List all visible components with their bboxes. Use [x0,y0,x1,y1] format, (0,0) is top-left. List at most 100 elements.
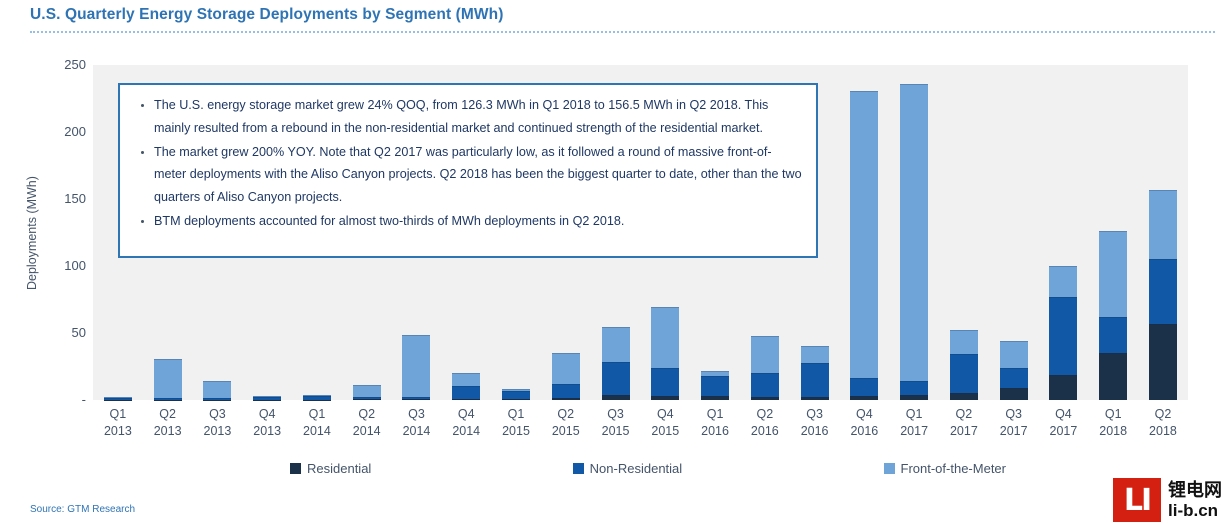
bar-segment-residential [502,399,530,400]
legend-label: Front-of-the-Meter [900,461,1006,476]
annotation-bullet: BTM deployments accounted for almost two… [154,210,802,233]
bar-segment-front-of-meter [701,370,730,376]
bar-q3-2013 [203,381,232,400]
bar-segment-non-residential [352,397,381,400]
annotation-bullet: The market grew 200% YOY. Note that Q2 2… [154,141,802,209]
bar-q3-2015 [601,326,630,400]
bar-q4-2013 [253,396,282,400]
logo-domain: li-b.cn [1168,501,1219,520]
legend-item-residential: Residential [290,461,371,476]
bar-segment-residential [452,398,481,400]
bar-segment-non-residential [750,373,779,397]
x-label-q2-2018: Q2 2018 [1149,407,1177,438]
bar-segment-residential [1049,374,1078,400]
bar-segment-non-residential [900,380,929,395]
x-label-q3-2014: Q3 2014 [402,407,431,438]
bar-segment-non-residential [651,367,680,396]
bar-segment-non-residential [601,362,630,395]
bar-segment-front-of-meter [601,326,630,363]
bar-segment-residential [1099,353,1128,400]
logo-li-icon: LI [1113,478,1161,522]
x-label-q1-2017: Q1 2017 [900,407,929,438]
bar-segment-front-of-meter [203,381,232,399]
bar-segment-front-of-meter [999,341,1028,368]
bar-segment-non-residential [701,375,730,396]
bar-segment-residential [900,394,929,400]
bar-segment-non-residential [800,363,829,397]
bar-segment-non-residential [1148,259,1177,324]
bar-segment-residential [701,396,730,400]
bar-segment-non-residential [302,396,331,400]
bar-q3-2016 [800,345,829,400]
bar-segment-non-residential [1049,296,1078,375]
annotation-bullet: The U.S. energy storage market grew 24% … [154,94,802,140]
bar-segment-front-of-meter [651,306,680,368]
bar-segment-front-of-meter [253,396,282,397]
x-label-q3-2016: Q3 2016 [800,407,829,438]
bar-segment-front-of-meter [1049,266,1078,297]
x-label-q1-2014: Q1 2014 [303,407,331,438]
bar-q1-2015 [502,389,530,400]
bar-segment-residential [551,398,580,400]
bar-segment-front-of-meter [452,372,481,387]
bar-segment-non-residential [502,391,530,400]
x-label-q3-2017: Q3 2017 [999,407,1028,438]
bar-segment-front-of-meter [750,335,779,374]
bar-q4-2017 [1049,266,1078,400]
y-axis-ticks: 250 200 150 100 50 - [40,0,86,420]
watermark-logo: LI 锂电网 li-b.cn [1113,478,1222,522]
bar-q1-2013 [103,396,132,400]
bar-segment-front-of-meter [1148,190,1177,260]
bar-segment-front-of-meter [551,353,580,384]
y-tick-200: 200 [64,124,86,139]
bar-segment-front-of-meter [402,335,431,398]
x-label-q3-2015: Q3 2015 [601,407,630,438]
bar-segment-front-of-meter [850,91,879,378]
bar-segment-front-of-meter [302,394,331,397]
legend-label: Residential [307,461,372,476]
legend-item-non-residential: Non-Residential [572,461,682,476]
bar-segment-residential [352,399,381,400]
bar-segment-residential [750,396,779,400]
bar-segment-non-residential [253,396,282,400]
y-axis-title: Deployments (MWh) [25,176,39,290]
x-axis-labels: Q1 2013 Q2 2013 Q3 2013 Q4 2013 Q1 2014 Q2 2014 Q3 20… [93,406,1188,440]
legend-swatch-icon [883,463,895,474]
bar-q2-2014 [352,384,381,400]
bar-q2-2013 [153,358,182,400]
x-label-q4-2015: Q4 2015 [651,407,680,438]
bar-segment-residential [651,396,680,400]
bar-segment-residential [999,387,1028,400]
x-label-q1-2016: Q1 2016 [701,407,729,438]
bar-segment-non-residential [452,386,481,399]
y-tick-50: 50 [71,325,86,340]
logo-text: 锂电网 li-b.cn [1168,479,1222,521]
legend-swatch-icon [572,463,584,474]
x-label-q1-2013: Q1 2013 [103,407,132,438]
bar-q4-2015 [651,306,680,400]
bar-segment-residential [800,396,829,400]
y-tick-0: - [81,392,86,407]
y-tick-250: 250 [64,57,86,72]
bar-segment-front-of-meter [502,389,530,392]
x-label-q4-2017: Q4 2017 [1049,407,1078,438]
x-label-q4-2014: Q4 2014 [452,407,481,438]
bar-q2-2015 [551,353,580,400]
bar-q1-2014 [302,394,331,400]
page-title: U.S. Quarterly Energy Storage Deployment… [30,6,504,23]
bar-segment-residential [1148,323,1177,400]
bar-segment-front-of-meter [949,330,978,355]
annotation-box: The U.S. energy storage market grew 24% … [118,83,818,258]
bar-series [93,65,1188,400]
bar-segment-non-residential [850,377,879,396]
bar-segment-residential [949,393,978,400]
bar-segment-non-residential [203,398,232,400]
bar-q2-2018 [1148,190,1177,400]
bar-q3-2014 [402,335,431,400]
legend-item-front-of-meter: Front-of-the-Meter [883,461,1006,476]
x-label-q2-2016: Q2 2016 [750,407,779,438]
bar-q1-2017 [900,83,929,400]
x-label-q1-2015: Q1 2015 [502,407,530,438]
bar-segment-non-residential [153,397,182,400]
